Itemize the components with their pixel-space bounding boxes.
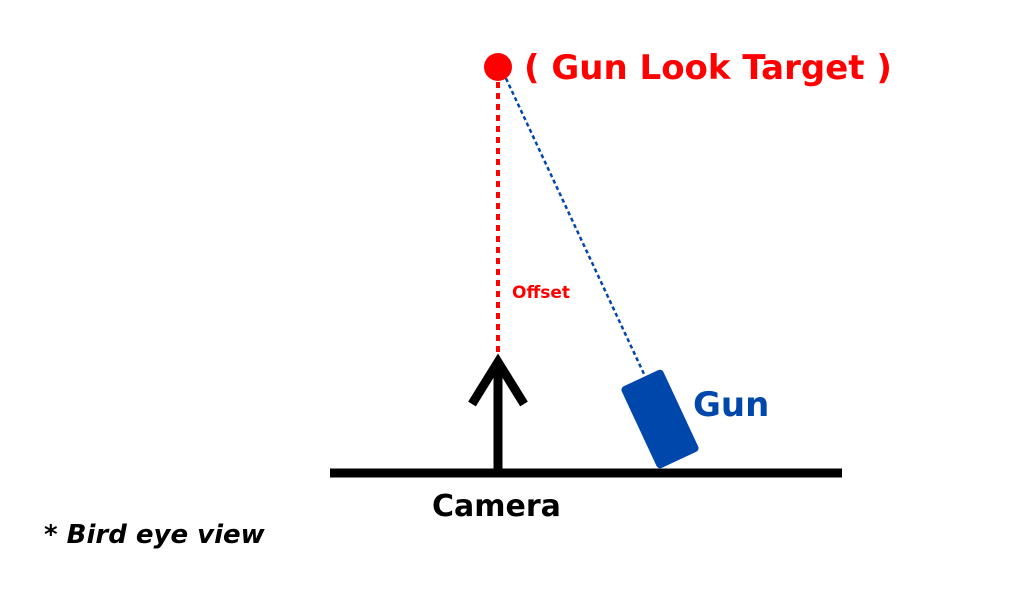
gun-body [621, 369, 699, 469]
camera-label: Camera [432, 489, 561, 524]
bird-eye-note: * Bird eye view [44, 520, 265, 550]
gun-label: Gun [693, 385, 769, 425]
gun-aim-line [501, 71, 646, 375]
target-label: ( Gun Look Target ) [524, 48, 892, 88]
camera-arrow-head [468, 353, 528, 407]
offset-label: Offset [512, 283, 570, 303]
target-dot [484, 53, 512, 81]
